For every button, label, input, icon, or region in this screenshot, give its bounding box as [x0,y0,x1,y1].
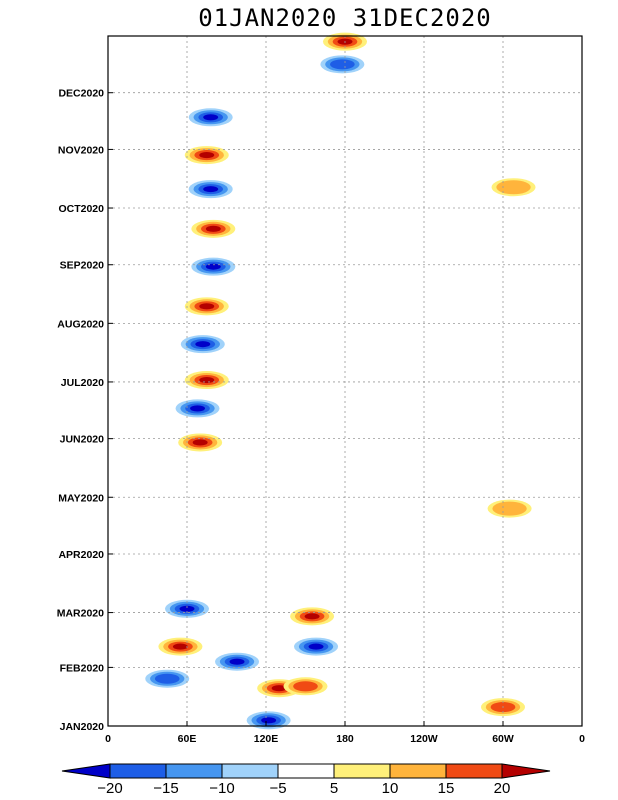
field-feature-21 [481,698,525,717]
colorbar-cap-low [61,763,111,779]
field-contour [199,152,215,159]
field-feature-8 [175,399,220,418]
field-feature-23 [491,178,536,197]
field-contour [172,643,188,650]
field-feature-22 [487,499,532,518]
y-tick-label: MAR2020 [57,608,104,620]
field-contour [261,717,277,724]
y-tick-label: AUG2020 [57,318,104,330]
x-tick-label: 0 [105,733,111,745]
field-feature-20 [283,677,328,696]
x-tick-label: 180 [336,733,354,745]
field-feature-17 [215,652,260,671]
colorbar-label: 10 [382,780,399,797]
y-tick-label: APR2020 [58,549,104,561]
field-contour [205,225,221,232]
field-contour [190,405,206,412]
colorbar-segment [165,763,223,779]
colorbar-label: −15 [153,780,178,797]
colorbar-label: 20 [494,780,511,797]
field-contour [308,643,324,650]
field-feature-1 [184,146,229,165]
x-tick-label: 120E [254,733,279,745]
field-feature-11 [158,637,203,656]
field-contour [154,673,180,684]
field-contour [203,114,219,121]
field-contour [199,376,215,384]
colorbar-label: −5 [269,780,286,797]
field-feature-6 [180,335,225,354]
field-contour [199,303,215,310]
colorbar-cap-high [501,763,551,779]
field-feature-16 [290,607,335,626]
colorbar-label: 5 [330,780,338,797]
y-tick-label: JUN2020 [60,434,105,446]
colorbar-segment [109,763,167,779]
field-feature-5 [184,297,229,316]
field-contour [203,186,219,193]
field-feature-15 [294,637,339,656]
x-tick-label: 60E [178,733,197,745]
x-tick-label: 120W [410,733,438,745]
y-tick-label: JUL2020 [61,377,104,389]
field-feature-4 [191,257,236,276]
y-tick-label: MAY2020 [58,492,104,504]
field-contour [492,501,527,516]
colorbar-segment [277,763,335,779]
field-contour [192,439,208,446]
field-feature-9 [178,433,223,452]
field-contour [293,681,318,692]
grid-lines [108,36,582,726]
colorbar-label: −20 [97,780,122,797]
field-feature-3 [191,219,236,238]
colorbar-label: −10 [209,780,234,797]
field-contour [229,658,245,665]
y-tick-label: JAN2020 [60,721,105,733]
colorbar-segment [333,763,391,779]
field-feature-0 [188,108,233,127]
colorbar-label: 15 [438,780,455,797]
y-axis-ticks: JAN2020 FEB2020 MAR2020 APR2020 MAY2020 JUN20… [57,88,113,733]
field-contour [195,341,211,348]
x-tick-label: 0 [579,733,585,745]
field-contour [496,180,531,195]
field-contour [304,613,320,620]
y-tick-label: OCT2020 [58,203,104,215]
y-tick-label: NOV2020 [58,144,104,156]
field-feature-19 [320,55,365,74]
field-feature-14 [246,711,291,730]
colorbar-segment [389,763,447,779]
field-feature-2 [188,180,233,199]
y-tick-label: DEC2020 [58,88,104,100]
field-contour [271,685,287,692]
y-tick-label: SEP2020 [60,260,105,272]
y-tick-label: FEB2020 [60,662,105,674]
field-contour [330,59,355,70]
chart-title: 01JAN2020 31DEC2020 [198,4,492,32]
colorbar-segment [445,763,503,779]
colorbar-segment [221,763,279,779]
x-tick-label: 60W [492,733,514,745]
x-axis-ticks: 0 60E 120E 180 120W 60W 0 [105,721,585,745]
field-feature-12 [145,669,190,688]
field-feature-7 [184,371,229,390]
field-contour [179,605,195,612]
colorbar: −20 −15 −10 −5 5 10 15 20 [61,763,551,797]
